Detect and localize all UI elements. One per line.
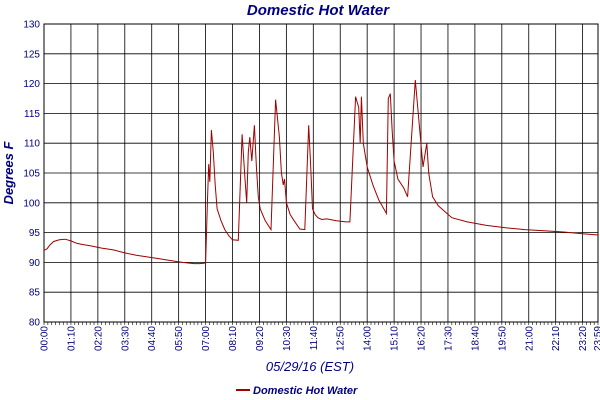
y-axis-label: Degrees F — [1, 141, 16, 205]
x-tick-label: 03:30 — [120, 326, 131, 351]
y-axis-ticks: 80 85 90 95 100 105 110 115 120 125 130 — [23, 20, 40, 329]
chart-grid — [44, 23, 598, 323]
x-tick-label: 22:10 — [551, 326, 562, 351]
x-tick-label: 10:30 — [282, 326, 293, 351]
x-tick-label: 05:50 — [174, 326, 185, 351]
x-axis-ticks: 00:00 01:10 02:20 03:30 04:40 05:50 07:00 08:10… — [40, 322, 600, 351]
x-tick-label: 11:40 — [309, 326, 320, 351]
legend: Domestic Hot Water — [236, 385, 358, 397]
x-tick-label: 14:00 — [363, 326, 374, 351]
x-tick-label: 08:10 — [228, 326, 239, 351]
x-tick-label: 19:50 — [497, 326, 508, 351]
x-tick-label: 00:00 — [40, 326, 51, 351]
x-tick-label: 16:20 — [417, 326, 428, 351]
y-tick-label: 120 — [23, 79, 40, 90]
x-tick-label: 15:10 — [390, 326, 401, 351]
x-tick-label: 23:59 — [593, 326, 600, 351]
x-tick-label: 17:30 — [443, 326, 454, 351]
x-axis-label: 05/29/16 (EST) — [266, 359, 354, 374]
series-line-domestic-hot-water — [43, 79, 599, 265]
y-tick-label: 95 — [29, 228, 41, 239]
x-tick-label: 12:50 — [336, 326, 347, 351]
x-tick-label: 01:10 — [66, 326, 77, 351]
x-tick-label: 23:20 — [578, 326, 589, 351]
chart-title: Domestic Hot Water — [247, 2, 390, 19]
y-tick-label: 85 — [29, 288, 41, 299]
x-tick-label: 09:20 — [255, 326, 266, 351]
x-tick-label: 18:40 — [470, 326, 481, 351]
y-tick-label: 110 — [24, 139, 40, 150]
y-tick-label: 90 — [29, 258, 41, 269]
legend-label: Domestic Hot Water — [253, 385, 358, 397]
y-tick-label: 115 — [24, 109, 40, 120]
y-tick-label: 125 — [23, 49, 40, 60]
x-tick-label: 04:40 — [147, 326, 158, 351]
y-tick-label: 100 — [23, 198, 40, 209]
y-tick-label: 130 — [23, 20, 40, 31]
x-tick-label: 21:00 — [524, 326, 535, 351]
x-tick-label: 02:20 — [93, 326, 104, 351]
y-tick-label: 105 — [23, 169, 40, 180]
x-tick-label: 07:00 — [201, 326, 212, 351]
y-tick-label: 80 — [29, 318, 41, 329]
